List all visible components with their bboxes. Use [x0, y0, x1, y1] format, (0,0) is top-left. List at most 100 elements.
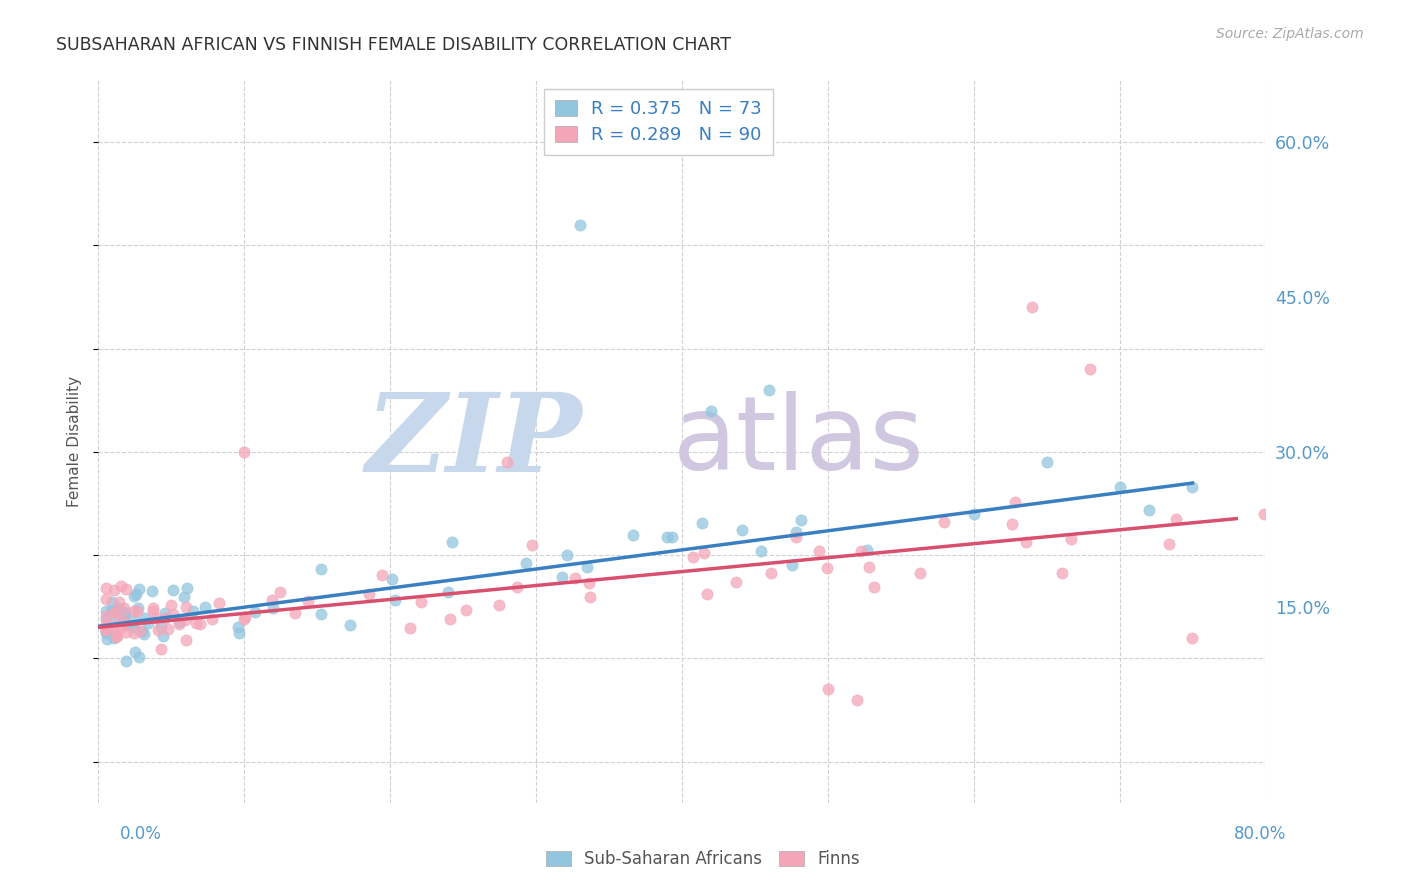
Point — [863, 580, 886, 594]
Point — [696, 586, 718, 600]
Point — [162, 582, 184, 597]
Point — [201, 612, 224, 626]
Text: ZIP: ZIP — [366, 388, 582, 495]
Point — [1164, 512, 1187, 526]
Point — [208, 596, 231, 610]
Point — [411, 595, 433, 609]
Point — [107, 600, 129, 615]
Text: 0.0%: 0.0% — [120, 825, 162, 843]
Point — [152, 629, 174, 643]
Point — [125, 604, 148, 618]
Point — [284, 606, 307, 620]
Point — [94, 581, 117, 595]
Point — [124, 645, 146, 659]
Point — [94, 612, 117, 626]
Point — [1253, 508, 1275, 522]
Point — [103, 582, 125, 597]
Point — [94, 620, 117, 634]
Point — [176, 581, 198, 595]
Point — [780, 558, 803, 573]
Point — [94, 622, 117, 636]
Point — [122, 589, 145, 603]
Point — [173, 590, 195, 604]
Point — [789, 513, 811, 527]
Point — [1108, 480, 1130, 494]
Point — [183, 604, 205, 618]
Point — [148, 623, 170, 637]
Point — [104, 605, 127, 619]
Point — [398, 621, 420, 635]
Point — [110, 603, 132, 617]
Point — [262, 600, 284, 615]
Point — [105, 610, 128, 624]
Point — [551, 570, 574, 584]
Point — [186, 615, 208, 630]
Point — [1004, 495, 1026, 509]
Point — [1080, 362, 1102, 376]
Point — [1137, 503, 1160, 517]
Point — [1052, 566, 1074, 581]
Point — [94, 608, 117, 623]
Point — [174, 599, 197, 614]
Point — [228, 626, 250, 640]
Point — [1181, 480, 1204, 494]
Point — [785, 525, 807, 540]
Point — [188, 616, 211, 631]
Point — [142, 604, 165, 618]
Point — [114, 605, 136, 619]
Point — [233, 445, 256, 459]
Point — [749, 544, 772, 558]
Point — [127, 601, 149, 615]
Point — [381, 572, 404, 586]
Point — [855, 542, 877, 557]
Point — [846, 692, 869, 706]
Point — [359, 587, 381, 601]
Point — [555, 549, 578, 563]
Point — [1181, 631, 1204, 645]
Point — [1015, 535, 1038, 549]
Point — [339, 618, 361, 632]
Point — [112, 601, 135, 615]
Point — [94, 618, 117, 632]
Y-axis label: Female Disability: Female Disability — [67, 376, 83, 508]
Point — [131, 624, 153, 638]
Point — [110, 619, 132, 633]
Point — [309, 562, 332, 576]
Point — [114, 582, 136, 597]
Point — [141, 601, 163, 615]
Point — [101, 595, 124, 609]
Point — [724, 575, 747, 590]
Point — [149, 620, 172, 634]
Point — [621, 527, 644, 541]
Point — [693, 546, 716, 560]
Point — [1060, 533, 1083, 547]
Point — [122, 626, 145, 640]
Point — [243, 605, 266, 619]
Text: SUBSAHARAN AFRICAN VS FINNISH FEMALE DISABILITY CORRELATION CHART: SUBSAHARAN AFRICAN VS FINNISH FEMALE DIS… — [56, 36, 731, 54]
Point — [101, 603, 124, 617]
Point — [690, 516, 713, 530]
Point — [682, 549, 704, 564]
Point — [94, 618, 117, 632]
Point — [1001, 516, 1024, 531]
Point — [437, 585, 460, 599]
Point — [96, 632, 118, 647]
Point — [145, 611, 167, 625]
Point — [167, 616, 190, 631]
Point — [121, 619, 143, 633]
Point — [578, 575, 600, 590]
Point — [233, 610, 256, 624]
Point — [94, 626, 117, 640]
Point — [759, 566, 782, 580]
Point — [568, 218, 591, 232]
Text: 80.0%: 80.0% — [1234, 825, 1286, 843]
Point — [269, 584, 291, 599]
Point — [785, 530, 807, 544]
Point — [173, 613, 195, 627]
Point — [105, 603, 128, 617]
Point — [456, 603, 478, 617]
Point — [522, 538, 544, 552]
Point — [169, 615, 191, 629]
Point — [124, 620, 146, 634]
Point — [579, 590, 602, 604]
